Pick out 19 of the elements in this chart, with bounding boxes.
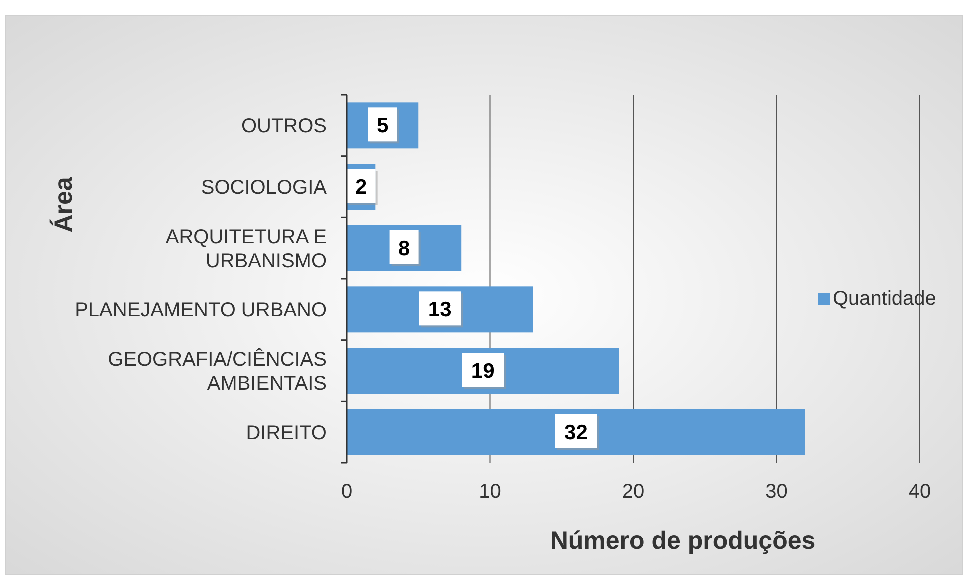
data-label: 32 (564, 421, 588, 444)
y-tick-label: ARQUITETURA E URBANISMO (166, 226, 327, 272)
y-tick-label: OUTROS (241, 116, 327, 138)
x-tick-label: 30 (766, 481, 788, 503)
data-label: 2 (355, 176, 368, 199)
x-tick-label: 20 (622, 481, 645, 503)
y-tick-label: DIREITO (246, 422, 327, 444)
y-tick-label: PLANEJAMENTO URBANO (75, 300, 327, 322)
y-axis-title: Área (49, 176, 78, 233)
x-axis-title: Número de produções (550, 527, 816, 555)
x-tick-label: 40 (908, 481, 932, 503)
x-tick-label: 0 (341, 481, 353, 503)
y-tick-label: GEOGRAFIA/CIÊNCIAS AMBIENTAIS (108, 348, 327, 395)
data-label: 13 (428, 298, 452, 322)
data-label: 19 (471, 360, 495, 383)
data-label: 5 (376, 114, 389, 138)
y-tick-label: SOCIOLOGIA (201, 177, 328, 199)
x-tick-label: 10 (479, 481, 502, 503)
data-label: 8 (398, 237, 410, 260)
